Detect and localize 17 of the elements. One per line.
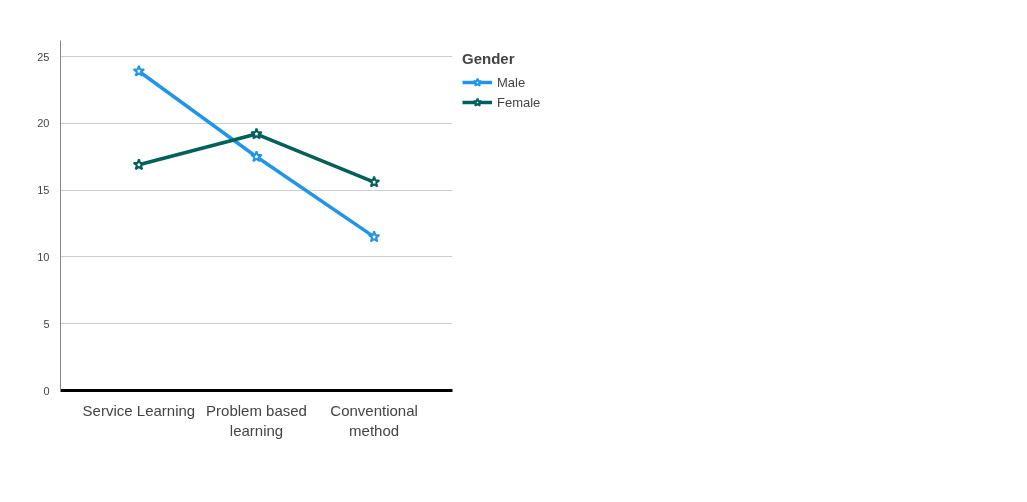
x-tick-label: Problem based learning	[206, 401, 307, 439]
y-tick-label: 5	[43, 317, 50, 330]
legend-label: Female	[497, 94, 541, 110]
legend-title: Gender	[462, 50, 516, 67]
y-tick-label: 10	[37, 250, 50, 263]
x-tick-label: Conventional method	[330, 401, 418, 439]
y-tick-label: 15	[37, 184, 50, 197]
point	[250, 150, 263, 163]
legend-label: Male	[497, 74, 526, 90]
point	[132, 64, 146, 77]
y-tick-label: 0	[43, 384, 50, 397]
point	[367, 175, 381, 188]
point	[250, 127, 263, 140]
x-tick-label: Service Learning	[82, 401, 196, 419]
point	[367, 230, 381, 243]
y-tick-label: 20	[37, 117, 50, 130]
y-tick-label: 25	[37, 50, 50, 63]
